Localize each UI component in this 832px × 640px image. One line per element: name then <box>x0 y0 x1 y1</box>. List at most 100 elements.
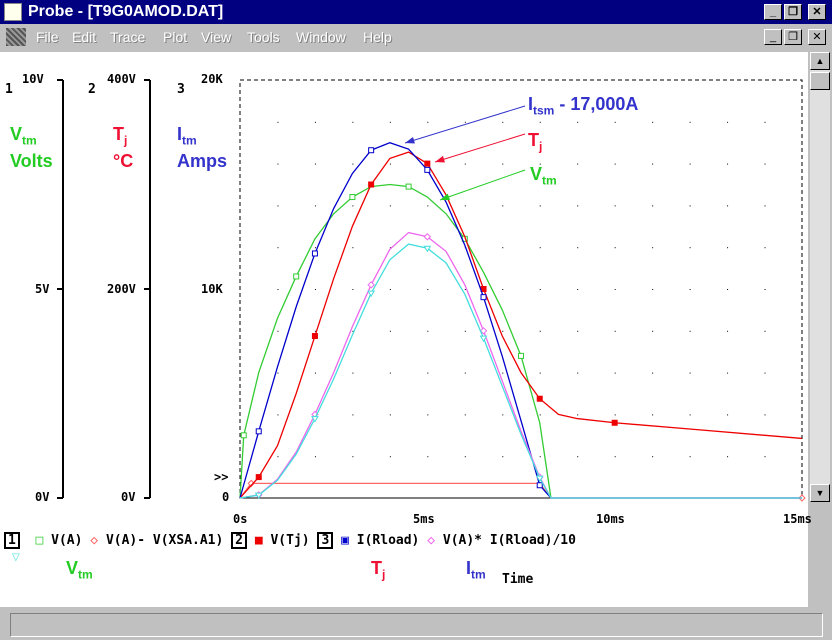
bottom-label-vtm: Vtm <box>66 558 93 582</box>
menu-window[interactable]: Window <box>296 29 346 45</box>
legend-vtj[interactable]: V(Tj) <box>270 533 310 548</box>
arrowhead-icon <box>440 193 450 201</box>
doc-minimize-button[interactable]: _ <box>764 29 782 45</box>
series-line-3 <box>239 142 802 499</box>
grid-dot <box>689 289 691 290</box>
grid-dot <box>502 414 504 416</box>
axis3-tick: 20K <box>201 72 223 86</box>
off-scale-marker: >> <box>214 470 229 484</box>
grid-dot <box>689 414 691 416</box>
grid-dot <box>277 330 279 332</box>
data-marker <box>479 327 488 335</box>
window-title: Probe - [T9G0AMOD.DAT] <box>28 3 224 20</box>
grid-dot <box>614 330 616 332</box>
grid-dot <box>314 330 316 332</box>
grid-dot <box>464 456 466 458</box>
menu-file[interactable]: File <box>36 29 59 45</box>
menu-tools[interactable]: Tools <box>247 29 280 45</box>
grid-dot <box>764 121 766 123</box>
doc-close-button[interactable]: ✕ <box>808 29 826 45</box>
document-icon[interactable] <box>6 28 26 46</box>
legend-axis1-box: 1 <box>4 532 20 549</box>
scroll-down-button[interactable]: ▼ <box>810 484 830 502</box>
grid-dot <box>389 289 391 290</box>
grid-dot <box>427 372 429 374</box>
axis1-id: 1 <box>5 82 13 97</box>
menu-edit[interactable]: Edit <box>72 29 97 45</box>
grid-dot <box>464 163 466 165</box>
series-line-5 <box>239 243 802 499</box>
arrowhead-icon <box>435 155 445 163</box>
plot-window[interactable]: 1 10V 5V 0V 2 400V 200V 0V 3 20K 10K 0 >… <box>0 52 812 607</box>
grid-dot <box>427 205 429 207</box>
grid-dot <box>614 289 616 290</box>
minimize-button[interactable]: _ <box>764 4 782 20</box>
triangle-marker-icon: ▽ <box>12 552 20 563</box>
menu-view[interactable]: View <box>201 29 232 45</box>
legend: 1 □ V(A) ◇ V(A)- V(XSA.A1) 2 ■ V(Tj) 3 ▣… <box>4 532 576 549</box>
axis2-tick: 0V <box>121 490 136 504</box>
grid-dot <box>352 330 354 332</box>
grid-dot <box>464 289 466 290</box>
grid-dot <box>352 372 354 374</box>
grid-dot <box>502 163 504 165</box>
legend-vdiff[interactable]: V(A)- V(XSA.A1) <box>105 533 224 548</box>
grid-dot <box>764 456 766 458</box>
grid-dot <box>577 414 579 416</box>
grid-dot <box>464 121 466 123</box>
data-marker <box>240 432 247 439</box>
grid-dot <box>727 121 729 123</box>
series-line-0 <box>239 183 552 499</box>
grid-dot <box>352 121 354 123</box>
chart-svg[interactable] <box>0 52 808 607</box>
grid-dot <box>577 330 579 332</box>
data-marker <box>311 333 318 340</box>
close-button[interactable]: ✕ <box>808 4 826 20</box>
doc-restore-button[interactable]: ❐ <box>784 29 802 45</box>
scroll-thumb[interactable] <box>810 72 830 90</box>
probe-app-icon[interactable] <box>4 3 22 21</box>
grid-dot <box>727 163 729 165</box>
legend-va[interactable]: V(A) <box>51 533 83 548</box>
menu-trace[interactable]: Trace <box>110 29 146 45</box>
data-marker <box>255 474 262 481</box>
axis1-label: Vtm Volts <box>10 124 53 171</box>
grid-dot <box>314 163 316 165</box>
grid-dot <box>539 205 541 207</box>
data-marker <box>479 335 488 343</box>
grid-dot <box>727 247 729 249</box>
legend-irload[interactable]: I(Rload) <box>356 533 420 548</box>
arrowhead-icon <box>405 136 415 144</box>
grid-dot <box>389 330 391 332</box>
grid-dot <box>314 456 316 458</box>
axis3-label: Itm Amps <box>177 124 228 171</box>
restore-button[interactable]: ❐ <box>784 4 802 20</box>
data-marker <box>255 428 262 435</box>
scroll-up-button[interactable]: ▲ <box>810 52 830 70</box>
grid-dot <box>389 247 391 249</box>
grid-dot <box>652 121 654 123</box>
series-line-4 <box>239 231 802 499</box>
grid-dot <box>614 456 616 458</box>
data-marker <box>423 245 432 253</box>
grid-dot <box>652 163 654 165</box>
data-marker <box>480 294 487 301</box>
data-marker <box>368 181 375 188</box>
legend-axis3-box: 3 <box>317 532 334 549</box>
grid-dot <box>764 247 766 249</box>
grid-dot <box>764 205 766 207</box>
grid-dot <box>502 330 504 332</box>
menu-help[interactable]: Help <box>363 29 392 45</box>
grid-dot <box>502 247 504 249</box>
grid-dot <box>389 205 391 207</box>
legend-power[interactable]: V(A)* I(Rload)/10 <box>442 533 576 548</box>
menu-plot[interactable]: Plot <box>163 29 188 45</box>
data-marker <box>536 395 543 402</box>
title-bar: Probe - [T9G0AMOD.DAT] _ ❐ ✕ <box>0 0 832 24</box>
vertical-scrollbar[interactable]: ▲ ▼ <box>810 52 830 502</box>
grid-dot <box>314 289 316 290</box>
data-marker <box>311 416 319 423</box>
grid-dot <box>539 456 541 458</box>
grid-dot <box>352 414 354 416</box>
series-line-1 <box>239 482 802 499</box>
